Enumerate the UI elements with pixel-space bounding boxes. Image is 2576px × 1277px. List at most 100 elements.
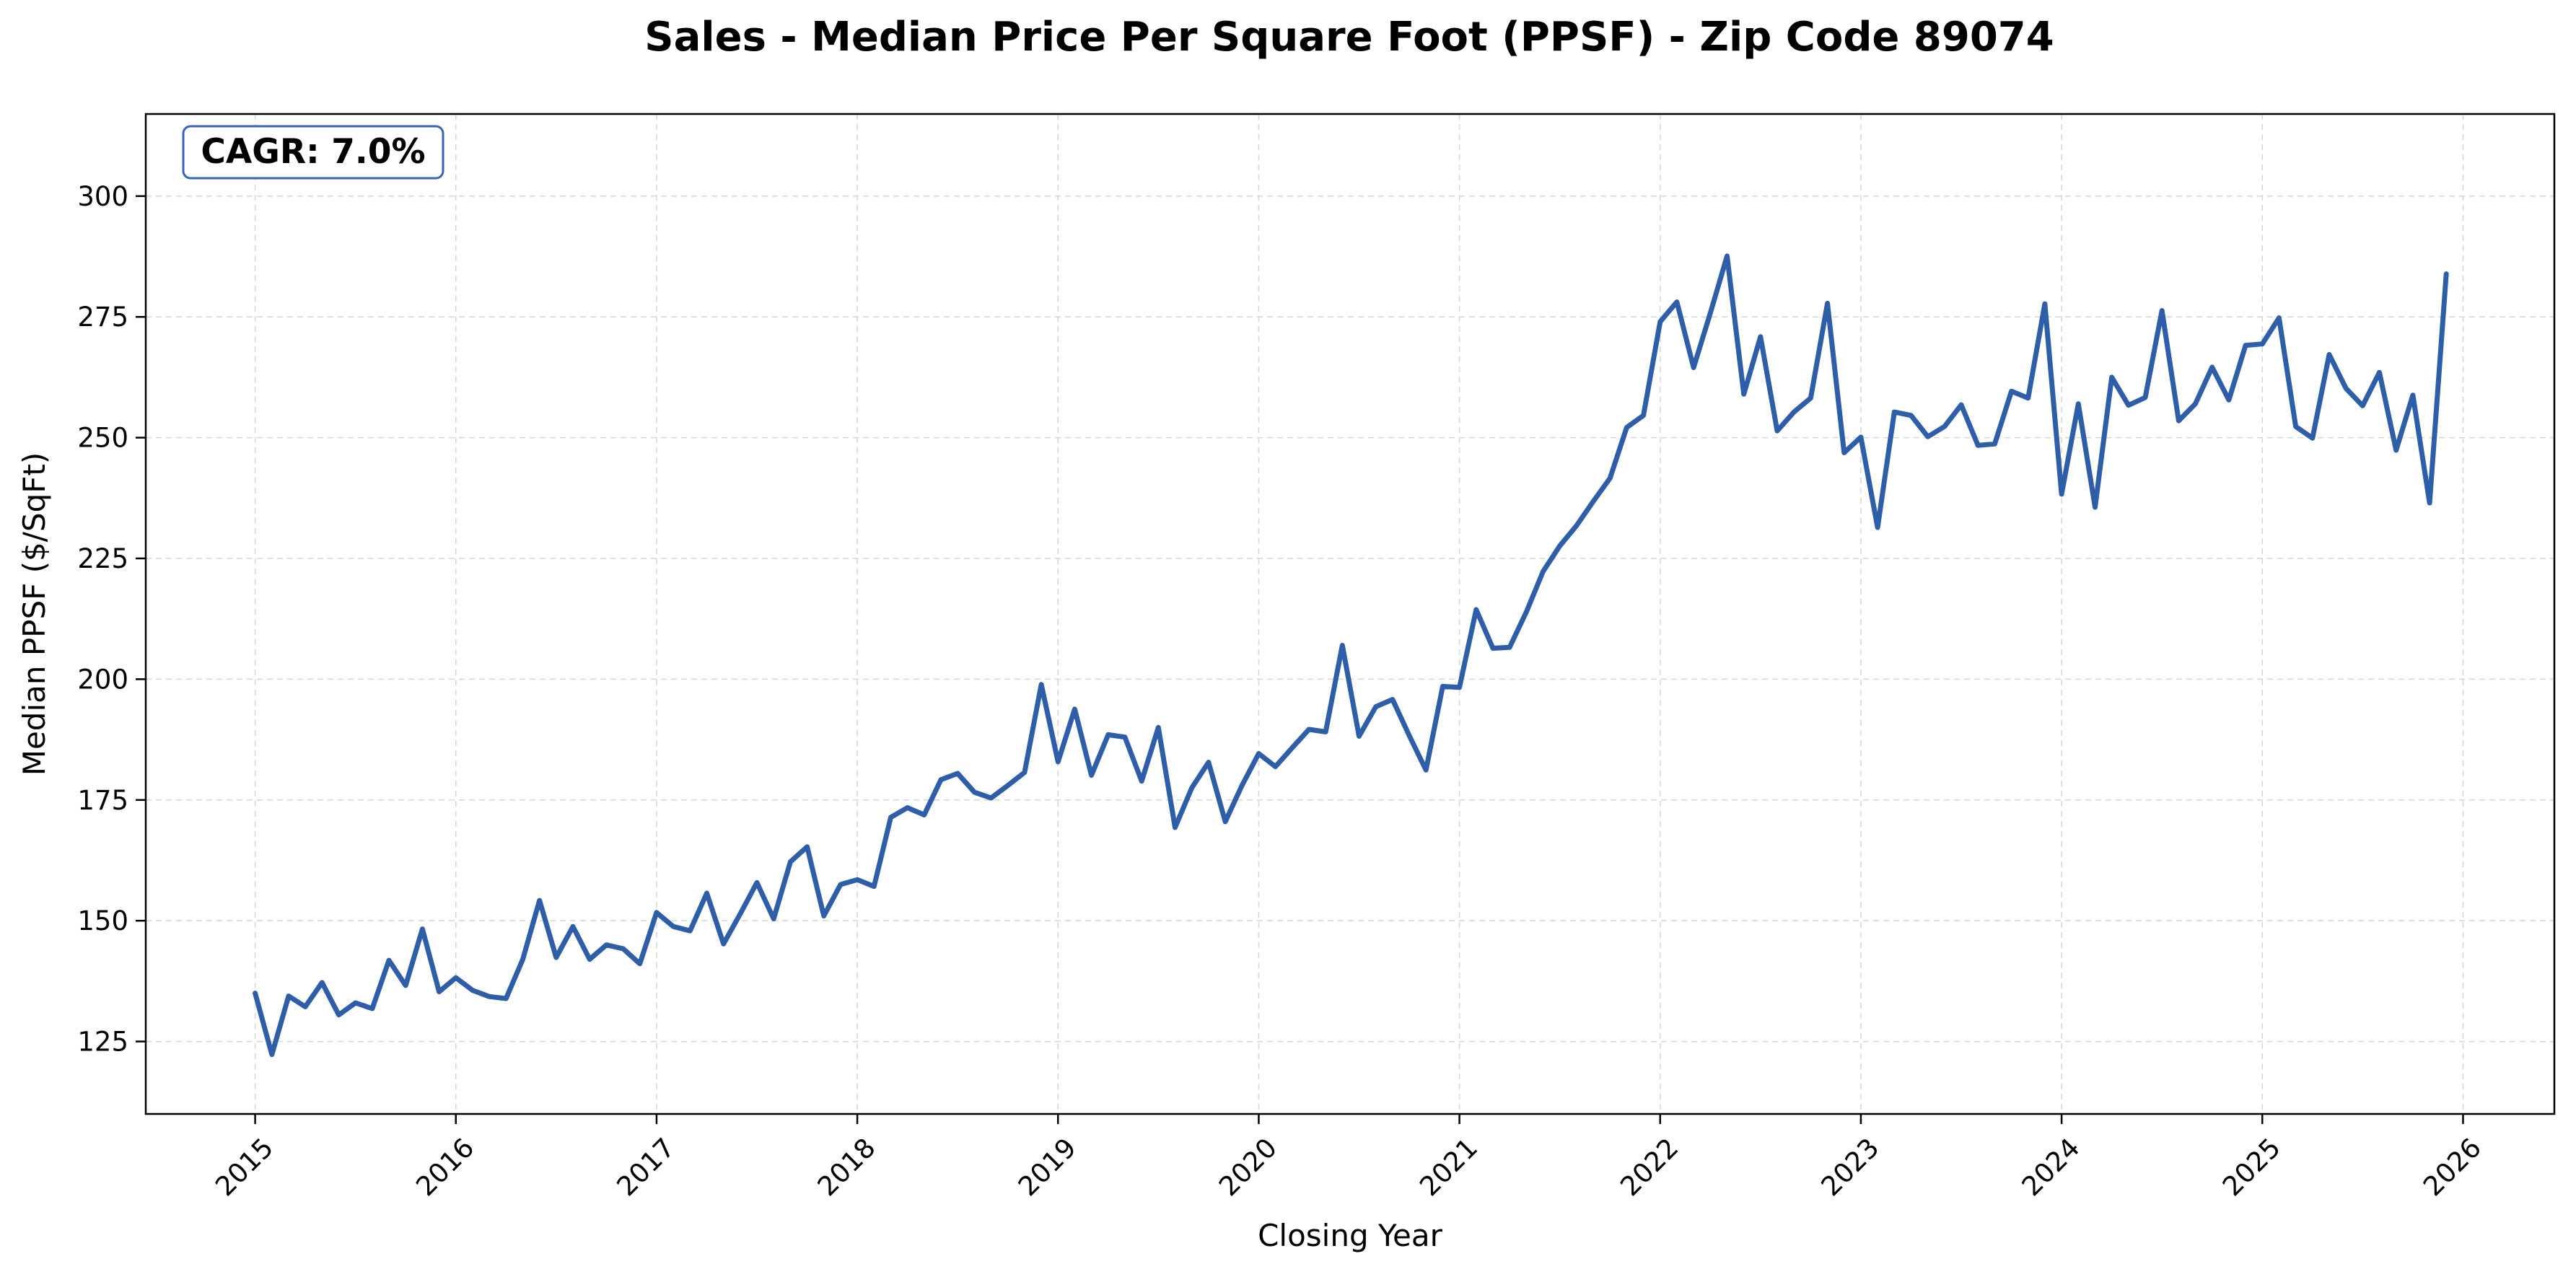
data-point bbox=[1107, 733, 1110, 736]
data-point bbox=[438, 991, 441, 993]
cagr-box-frame bbox=[182, 125, 444, 180]
data-point bbox=[2428, 501, 2431, 504]
y-tick-label: 300 bbox=[77, 181, 128, 212]
data-point bbox=[739, 913, 742, 916]
data-point bbox=[421, 928, 424, 931]
data-point bbox=[1007, 784, 1009, 787]
data-point bbox=[2077, 403, 2080, 405]
data-point bbox=[872, 885, 875, 888]
y-tick-label: 175 bbox=[77, 785, 128, 816]
data-point bbox=[1976, 444, 1979, 447]
data-point bbox=[1675, 301, 1678, 303]
data-point bbox=[1759, 335, 1762, 338]
data-point bbox=[1910, 414, 1912, 417]
data-point bbox=[371, 1007, 374, 1010]
data-point bbox=[2010, 390, 2013, 392]
data-point bbox=[823, 915, 825, 917]
data-point bbox=[1191, 786, 1193, 789]
y-axis: 125 150 175 200 225 250 275 300 bbox=[77, 181, 146, 1058]
data-point bbox=[772, 918, 775, 920]
data-point bbox=[1726, 255, 1728, 258]
data-point bbox=[1876, 526, 1879, 529]
data-point bbox=[1809, 397, 1812, 400]
data-point bbox=[2027, 397, 2030, 400]
data-point bbox=[1174, 826, 1176, 829]
data-point bbox=[1073, 708, 1076, 711]
data-point bbox=[722, 942, 725, 945]
data-point bbox=[1391, 698, 1394, 701]
data-point bbox=[538, 899, 541, 902]
data-point bbox=[254, 992, 257, 995]
data-point bbox=[1458, 686, 1461, 689]
data-point bbox=[1692, 367, 1695, 369]
data-point bbox=[2111, 376, 2113, 379]
data-point bbox=[1090, 774, 1093, 777]
data-point bbox=[571, 925, 574, 928]
data-point bbox=[906, 807, 909, 809]
data-point bbox=[1525, 610, 1528, 613]
data-point bbox=[1123, 736, 1126, 739]
data-point bbox=[1341, 644, 1344, 646]
data-point bbox=[2277, 317, 2280, 320]
data-point bbox=[455, 976, 457, 979]
data-point bbox=[504, 997, 507, 1000]
data-point bbox=[588, 958, 591, 961]
data-point bbox=[2060, 493, 2063, 496]
data-point bbox=[2328, 353, 2331, 356]
data-point bbox=[1140, 780, 1143, 783]
data-point bbox=[1324, 730, 1327, 733]
data-point bbox=[1659, 320, 1662, 323]
data-point bbox=[1023, 771, 1026, 774]
data-point bbox=[2295, 425, 2297, 428]
data-point bbox=[1927, 435, 1929, 438]
data-point bbox=[1859, 436, 1862, 439]
data-point bbox=[2445, 273, 2448, 276]
data-point bbox=[1441, 685, 1444, 688]
data-point bbox=[1642, 414, 1645, 417]
data-point bbox=[706, 892, 708, 895]
data-point bbox=[2244, 344, 2247, 347]
data-point bbox=[1240, 784, 1243, 787]
data-point bbox=[839, 883, 842, 886]
data-point bbox=[2227, 398, 2230, 401]
data-point bbox=[2344, 387, 2347, 390]
data-point bbox=[338, 1014, 340, 1017]
data-point bbox=[1157, 726, 1160, 729]
data-point bbox=[304, 1005, 307, 1008]
y-tick-label: 225 bbox=[77, 543, 128, 574]
y-tick-label: 200 bbox=[77, 664, 128, 695]
data-point bbox=[1375, 706, 1377, 708]
data-point bbox=[806, 846, 809, 848]
data-point bbox=[1408, 734, 1411, 737]
y-tick-label: 125 bbox=[77, 1027, 128, 1058]
data-point bbox=[1993, 442, 1996, 445]
data-point bbox=[2127, 404, 2130, 407]
data-point bbox=[688, 929, 691, 932]
data-point bbox=[2378, 371, 2380, 374]
data-point bbox=[990, 797, 992, 799]
y-tick-label: 275 bbox=[77, 302, 128, 333]
data-point bbox=[555, 956, 558, 959]
data-point bbox=[789, 861, 792, 863]
data-point bbox=[1358, 734, 1360, 737]
plot-frame bbox=[144, 113, 2556, 1115]
data-point bbox=[1960, 403, 1963, 406]
data-point bbox=[522, 958, 524, 961]
data-point bbox=[1475, 608, 1478, 611]
data-point bbox=[605, 944, 608, 947]
series-line-0 bbox=[253, 253, 2449, 1058]
data-point bbox=[856, 878, 859, 881]
data-point bbox=[1257, 752, 1260, 755]
data-point bbox=[639, 962, 641, 965]
data-point bbox=[2411, 394, 2414, 397]
data-point bbox=[2094, 506, 2096, 509]
data-point bbox=[387, 959, 390, 962]
data-point bbox=[2144, 396, 2147, 399]
cagr-label: CAGR: 7.0% bbox=[201, 132, 425, 172]
data-point bbox=[1542, 570, 1544, 573]
data-point bbox=[755, 881, 758, 884]
data-point bbox=[2211, 366, 2214, 369]
data-point bbox=[1743, 392, 1745, 395]
